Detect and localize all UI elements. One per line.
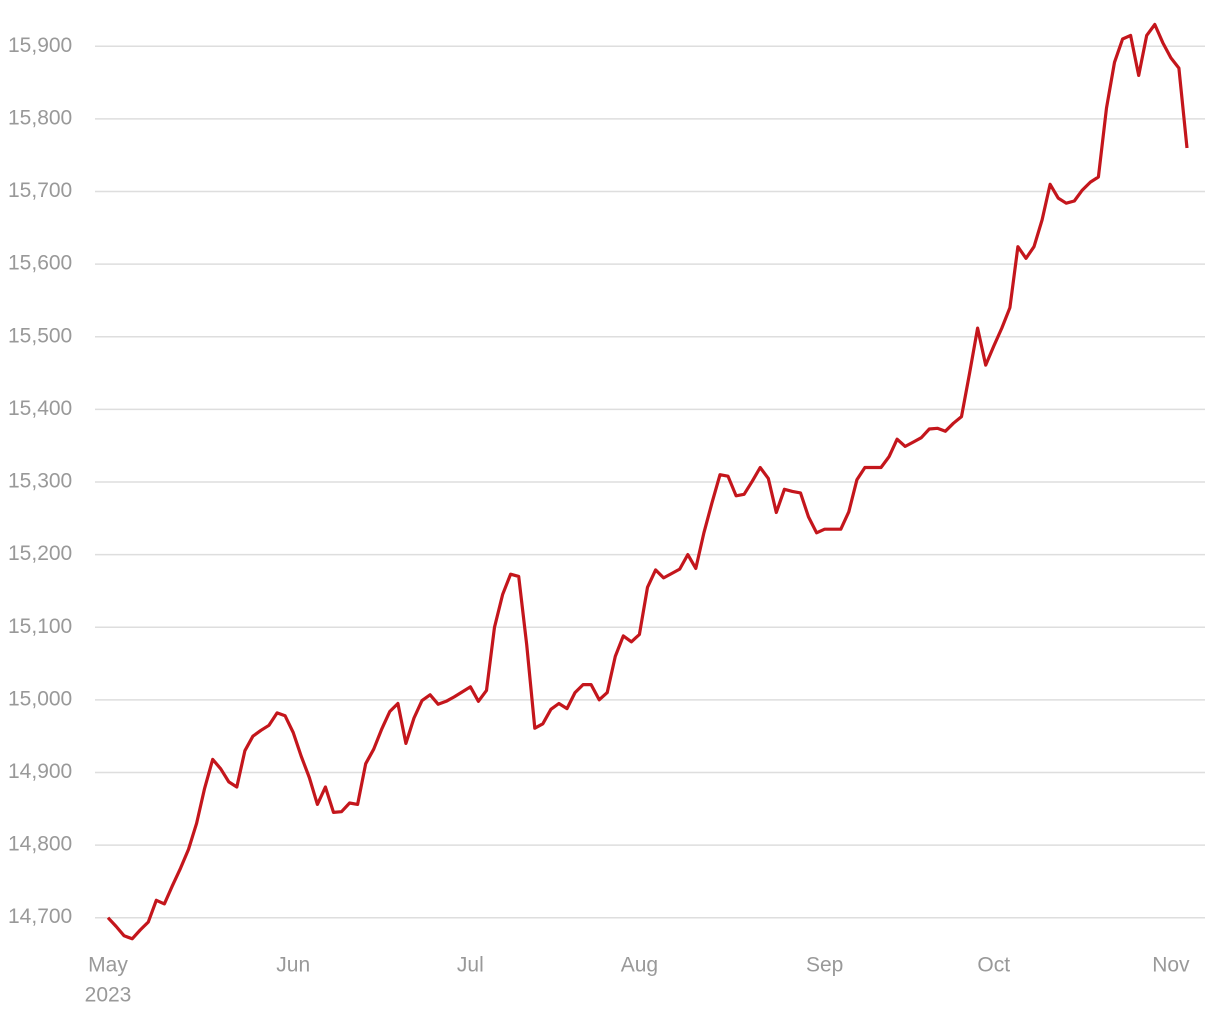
y-tick-label: 15,600 (8, 252, 72, 275)
y-tick-label: 15,800 (8, 106, 72, 129)
x-tick-label: Nov (1152, 954, 1190, 977)
x-tick-label: Sep (806, 954, 843, 977)
x-tick-label: May (88, 954, 128, 977)
x-tick-label: Oct (977, 954, 1010, 977)
y-tick-label: 14,700 (8, 905, 72, 928)
y-tick-label: 15,900 (8, 34, 72, 57)
y-tick-label: 15,700 (8, 179, 72, 202)
y-tick-label: 14,900 (8, 760, 72, 783)
x-tick-label: Jun (276, 954, 310, 977)
y-tick-label: 14,800 (8, 833, 72, 856)
y-tick-label: 15,000 (8, 687, 72, 710)
x-tick-label: Jul (457, 954, 484, 977)
y-tick-label: 15,400 (8, 397, 72, 420)
y-tick-label: 15,100 (8, 615, 72, 638)
x-year-label: 2023 (85, 984, 132, 1007)
y-tick-label: 15,500 (8, 324, 72, 347)
y-tick-label: 15,300 (8, 470, 72, 493)
y-tick-label: 15,200 (8, 542, 72, 565)
x-tick-label: Aug (621, 954, 658, 977)
line-series (106, 22, 1189, 941)
